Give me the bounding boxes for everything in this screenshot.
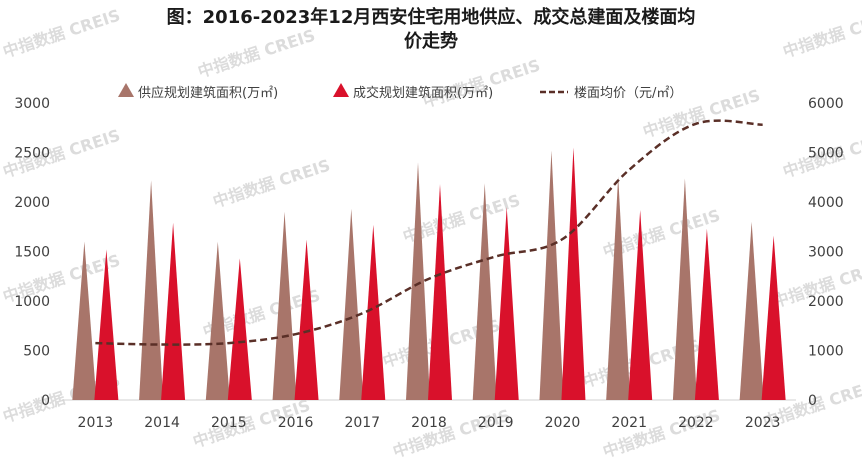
supply-bar — [406, 162, 430, 400]
y-left-tick-label: 0 — [41, 393, 50, 409]
deal-bar — [361, 224, 386, 400]
deal-bar — [561, 147, 586, 400]
legend-deal-swatch — [333, 83, 349, 97]
y-right-tick-label: 3000 — [808, 245, 844, 261]
supply-bar — [272, 211, 297, 400]
deal-bar — [761, 235, 786, 400]
supply-bar — [539, 150, 564, 400]
x-tick-label: 2014 — [144, 415, 180, 431]
legend-supply-label: 供应规划建筑面积(万㎡) — [138, 85, 278, 101]
supply-bar — [472, 183, 497, 400]
y-left-tick-label: 2500 — [14, 146, 50, 162]
x-tick-label: 2013 — [78, 415, 114, 431]
supply-bar — [739, 221, 764, 400]
y-right-tick-label: 6000 — [808, 96, 844, 112]
supply-bar — [339, 208, 364, 400]
chart-title-line-2: 价走势 — [404, 31, 458, 52]
legend-supply-swatch — [118, 83, 134, 97]
x-tick-label: 2021 — [611, 415, 647, 431]
y-right-tick-label: 5000 — [808, 146, 844, 162]
deal-bar — [94, 249, 119, 400]
x-tick-label: 2017 — [344, 415, 380, 431]
x-tick-label: 2022 — [678, 415, 714, 431]
x-tick-label: 2016 — [278, 415, 314, 431]
deal-bar — [694, 228, 719, 400]
y-right-tick-label: 2000 — [808, 294, 844, 310]
supply-bar — [205, 241, 230, 400]
legend-price-label: 楼面均价（元/㎡） — [574, 86, 682, 101]
x-tick-label: 2019 — [478, 415, 514, 431]
deal-bar — [494, 206, 519, 400]
chart-title: 图：2016-2023年12月西安住宅用地供应、成交总建面及楼面均 价走势 — [0, 6, 862, 54]
y-right-tick-label: 4000 — [808, 195, 844, 211]
y-left-tick-label: 1500 — [14, 245, 50, 261]
supply-bar — [672, 178, 697, 400]
x-tick-label: 2020 — [545, 415, 581, 431]
y-right-tick-label: 1000 — [808, 344, 844, 360]
x-tick-label: 2023 — [745, 415, 781, 431]
price-line — [95, 119, 763, 346]
chart-title-line-1: 图：2016-2023年12月西安住宅用地供应、成交总建面及楼面均 — [166, 7, 696, 28]
y-left-tick-label: 2000 — [14, 195, 50, 211]
y-left-tick-label: 3000 — [14, 96, 50, 112]
y-left-tick-label: 1000 — [14, 294, 50, 310]
deal-bar — [628, 209, 653, 400]
deal-bar — [161, 222, 186, 400]
y-left-tick-label: 500 — [23, 344, 50, 360]
deal-bar — [294, 239, 319, 400]
deal-bar — [227, 258, 252, 400]
deal-bar — [428, 184, 452, 400]
supply-bar — [606, 176, 631, 400]
supply-bar — [139, 180, 164, 400]
legend-deal-label: 成交规划建筑面积(万㎡) — [353, 85, 493, 101]
x-tick-label: 2018 — [411, 415, 447, 431]
x-tick-label: 2015 — [211, 415, 247, 431]
supply-bar — [72, 241, 97, 400]
chart-canvas: 0 500 1000 1500 2000 2500 3000 0 1000 2000 3000 400… — [14, 83, 844, 431]
y-right-tick-label: 0 — [808, 393, 817, 409]
